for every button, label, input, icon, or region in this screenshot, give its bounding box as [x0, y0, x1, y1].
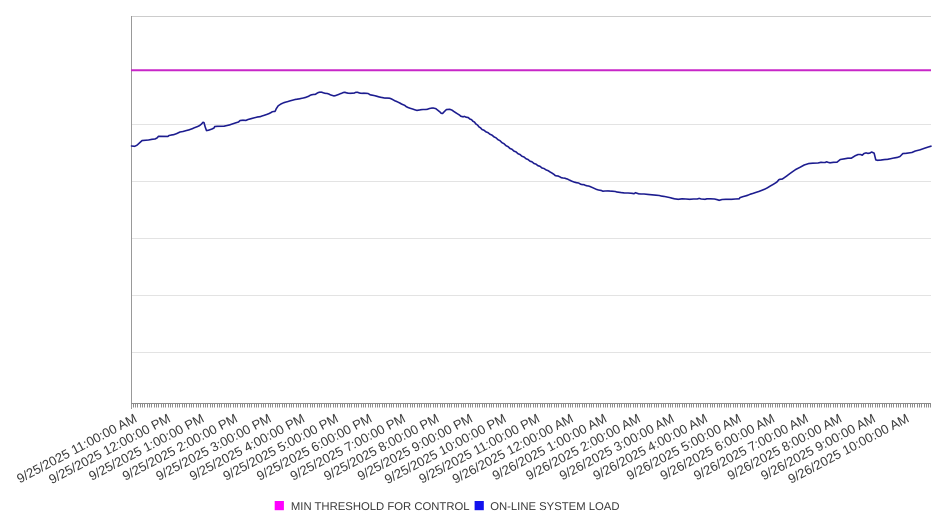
svg-text:MIN THRESHOLD FOR CONTROL: MIN THRESHOLD FOR CONTROL — [291, 501, 470, 513]
svg-text:ON-LINE SYSTEM LOAD: ON-LINE SYSTEM LOAD — [490, 501, 619, 513]
